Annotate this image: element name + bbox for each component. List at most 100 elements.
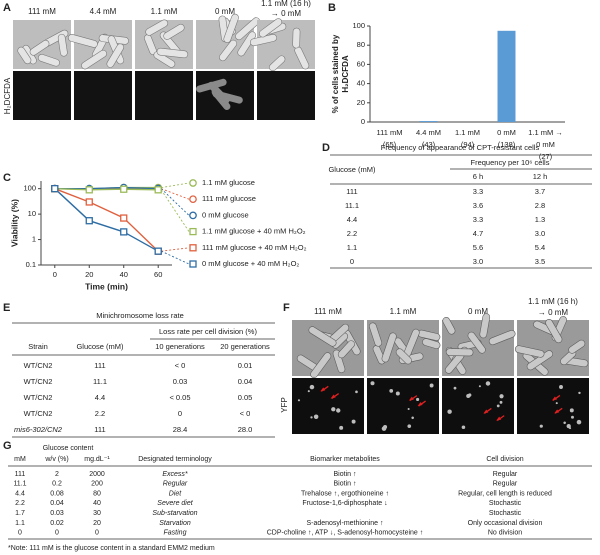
legend-label: 111 mM glucose + 40 mM H₂O₂ bbox=[202, 243, 307, 252]
fluorescent-dot bbox=[563, 421, 566, 425]
table-cell: Regular bbox=[493, 481, 518, 488]
y-tick-label: 0 bbox=[361, 117, 365, 126]
fluorescent-dot bbox=[416, 397, 420, 402]
point bbox=[51, 185, 59, 193]
cell bbox=[526, 350, 553, 371]
legend-marker bbox=[189, 195, 197, 204]
point bbox=[154, 186, 162, 194]
fluorescent-dot bbox=[395, 391, 400, 396]
table-cell: 0.03 bbox=[173, 377, 188, 386]
arrow-head bbox=[320, 387, 326, 392]
cell bbox=[156, 47, 189, 59]
table-cell: Diet bbox=[169, 490, 183, 497]
cell bbox=[545, 319, 563, 344]
column-header: Cell division bbox=[486, 456, 523, 463]
cell bbox=[467, 331, 486, 354]
legend-marker bbox=[189, 244, 197, 252]
table-cell: Trehalose ↑, ergothioneine ↑ bbox=[301, 490, 389, 497]
table-cell: 0.2 bbox=[52, 481, 62, 488]
table-cell: 200 bbox=[91, 481, 103, 488]
column-header: Glucose (mM) bbox=[328, 165, 376, 174]
x-tick-label: (43) bbox=[422, 140, 436, 149]
column-header: Biomarker metabolites bbox=[310, 456, 380, 463]
channel-label: YFP bbox=[280, 397, 289, 413]
table-cell: 28.0 bbox=[238, 425, 253, 434]
legend-label: 1.1 mM glucose bbox=[202, 178, 255, 187]
table-cell: S-adenosyl-methionine ↑ bbox=[306, 520, 383, 527]
table-cell: 0.08 bbox=[50, 490, 64, 497]
table-cell: 0.03 bbox=[50, 510, 64, 517]
table-cell: 2.2 bbox=[347, 229, 357, 238]
fluorescent-dot bbox=[499, 394, 504, 399]
fluorescence-image bbox=[442, 378, 514, 434]
cell bbox=[310, 352, 332, 379]
table-cell: 111 bbox=[346, 187, 357, 196]
cell bbox=[219, 39, 238, 62]
point bbox=[154, 247, 162, 255]
fluorescent-dot bbox=[381, 426, 387, 431]
cell bbox=[479, 313, 491, 339]
table-cell: Stochastic bbox=[489, 500, 522, 507]
column-header: Strain bbox=[28, 342, 48, 351]
cell bbox=[106, 43, 125, 68]
x-tick-label: 0 bbox=[53, 270, 57, 279]
panel-label: F bbox=[283, 302, 290, 314]
table-cell: 0.01 bbox=[238, 361, 253, 370]
column-header: 6 h bbox=[473, 172, 483, 181]
fluorescent-dot bbox=[569, 408, 574, 413]
table-cell: 3.5 bbox=[535, 257, 545, 266]
table-cell: 111 bbox=[15, 471, 26, 478]
cell bbox=[29, 39, 50, 56]
fluorescent-dot bbox=[568, 427, 572, 430]
fluorescent-dot bbox=[571, 415, 574, 419]
table-cell: Stochastic bbox=[489, 510, 522, 517]
table-cell: No division bbox=[488, 530, 522, 537]
cell bbox=[237, 31, 257, 57]
panel-label: A bbox=[3, 2, 11, 14]
y-tick-label: 80 bbox=[357, 40, 365, 49]
panel-label: C bbox=[3, 172, 11, 184]
fluorescent-dot bbox=[496, 404, 500, 408]
table-cell: 11.1 bbox=[93, 377, 107, 386]
table-cell: 40 bbox=[93, 500, 101, 507]
table-cell: 11.1 bbox=[13, 481, 26, 488]
arrow-head bbox=[330, 394, 336, 399]
legend-marker bbox=[189, 179, 197, 187]
condition-label: 1.1 mM bbox=[151, 7, 178, 16]
table-cell: Regular bbox=[163, 481, 188, 488]
series-line bbox=[54, 188, 159, 252]
y-axis-label: Viability (%) bbox=[9, 199, 19, 247]
table-cell: Excess* bbox=[162, 471, 188, 478]
cell bbox=[369, 322, 383, 347]
cell bbox=[235, 17, 260, 41]
fluorescent-dot bbox=[429, 383, 434, 388]
column-header: Frequency per 10⁶ cells bbox=[471, 158, 550, 167]
y-tick-label: 10 bbox=[28, 209, 36, 218]
cell bbox=[268, 55, 286, 72]
cell bbox=[422, 338, 441, 349]
bar bbox=[419, 121, 438, 122]
x-tick-label: 1.1 mM bbox=[455, 128, 480, 137]
fluorescent-dot bbox=[355, 390, 358, 394]
table-cell: 5.4 bbox=[535, 243, 545, 252]
legend-connector bbox=[161, 247, 190, 252]
table-cell: 0 bbox=[350, 257, 354, 266]
table-cell: 1.1 bbox=[347, 243, 357, 252]
condition-label: 111 mM bbox=[314, 307, 342, 316]
table-cell: Sub-starvation bbox=[152, 510, 197, 517]
table-cell: < 0.05 bbox=[169, 393, 190, 402]
legend-marker bbox=[189, 260, 197, 268]
x-tick-label: (27) bbox=[539, 152, 553, 161]
table-cell: 80 bbox=[93, 490, 101, 497]
cell bbox=[67, 34, 98, 48]
condition-label: 1.1 mM bbox=[390, 307, 417, 316]
legend-connector bbox=[161, 250, 190, 265]
table-cell: WT/CN2 bbox=[24, 361, 53, 370]
y-tick-label: 20 bbox=[357, 98, 365, 107]
x-tick-label: (138) bbox=[498, 140, 516, 149]
fluorescence-image bbox=[13, 71, 71, 120]
table-cell: 0 bbox=[18, 530, 22, 537]
table-cell: Fasting bbox=[164, 530, 187, 537]
table-cell: mis6-302/CN2 bbox=[14, 425, 63, 434]
condition-label: 0 mM bbox=[215, 7, 235, 16]
